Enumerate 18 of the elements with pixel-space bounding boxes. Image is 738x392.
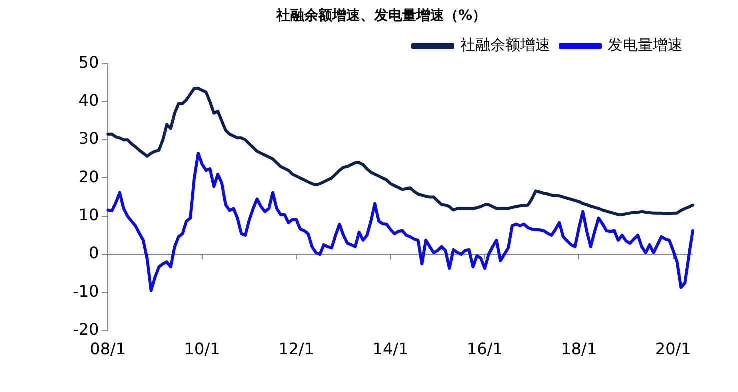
chart-title: 社融余额增速、发电量增速（%）: [275, 7, 487, 24]
x-tick-label: 20/1: [655, 340, 692, 359]
x-tick-label: 16/1: [466, 340, 503, 359]
x-tick-label: 12/1: [278, 340, 315, 359]
y-tick-label: 20: [78, 167, 100, 186]
y-tick-label: 10: [78, 206, 100, 225]
legend-label: 社融余额增速: [460, 36, 550, 54]
x-tick-label: 14/1: [372, 340, 409, 359]
y-tick-label: -10: [72, 282, 100, 301]
x-tick-label: 08/1: [90, 340, 126, 359]
x-tick-label: 10/1: [184, 340, 220, 359]
x-tick-label: 18/1: [561, 340, 598, 359]
legend-label: 发电量增速: [608, 36, 683, 54]
y-tick-label: -20: [72, 320, 100, 339]
y-tick-label: 0: [88, 244, 100, 263]
y-tick-label: 50: [78, 52, 100, 72]
y-tick-label: 30: [78, 129, 100, 148]
y-tick-label: 40: [78, 91, 100, 110]
